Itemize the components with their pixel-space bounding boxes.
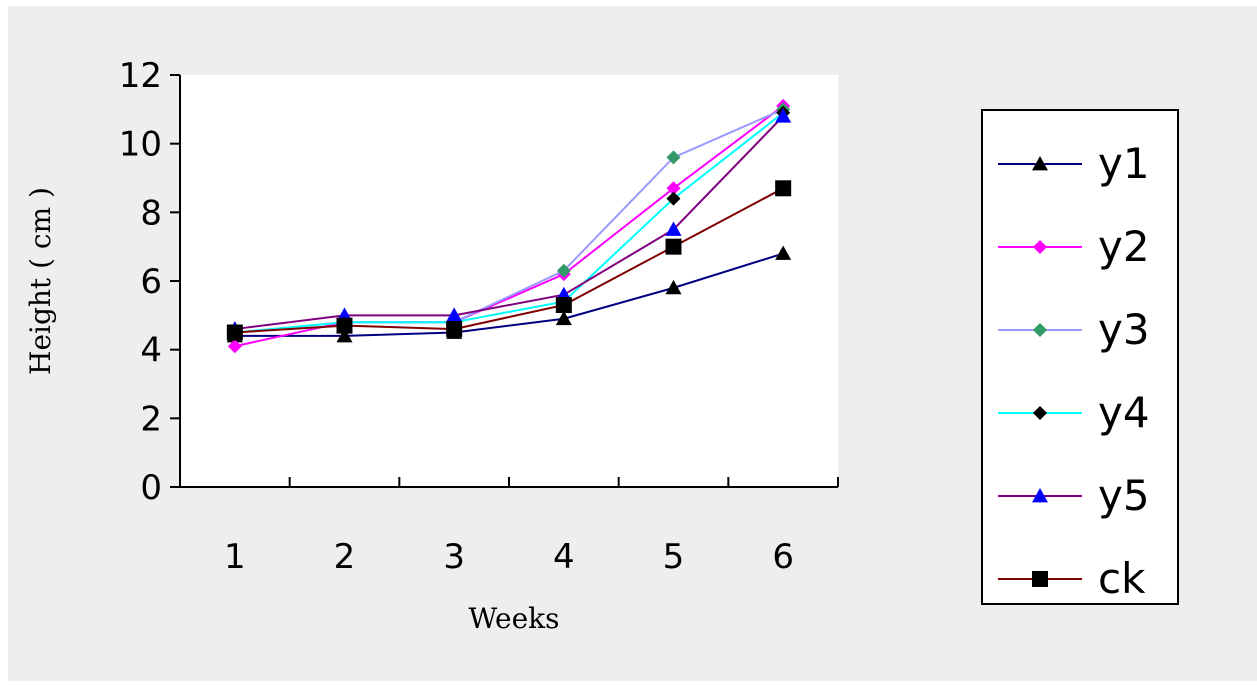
y-tick-label: 8 <box>140 193 162 233</box>
series-layer <box>226 98 792 354</box>
legend-item-y5: y5 <box>998 471 1150 520</box>
y-axis-label: Height ( cm ) <box>24 187 57 375</box>
data-point-y2 <box>666 181 681 196</box>
y-tick-label: 6 <box>140 262 162 302</box>
legend-item-y4: y4 <box>998 388 1150 437</box>
legend-label: y5 <box>1098 471 1150 520</box>
y-tick-label: 2 <box>140 399 162 439</box>
legend: y1 y2 y3 y4 y5 ck <box>981 109 1179 605</box>
legend-label: y3 <box>1098 305 1150 354</box>
data-point-ck <box>775 180 792 197</box>
legend-marker <box>1033 406 1047 420</box>
x-tick-label: 5 <box>663 537 685 577</box>
series-ck <box>226 180 792 341</box>
data-point-y1 <box>336 327 353 343</box>
series-line-ck <box>234 187 784 334</box>
x-tick-label: 1 <box>224 537 246 577</box>
data-point-y5 <box>446 307 463 322</box>
legend-marker <box>1033 240 1047 254</box>
data-point-y5 <box>775 108 792 123</box>
data-point-y3 <box>666 150 681 165</box>
series-line-y1 <box>234 252 784 337</box>
legend-item-y3: y3 <box>998 305 1150 354</box>
data-point-y3 <box>556 263 571 278</box>
data-point-ck <box>226 324 243 341</box>
legend-marker <box>1032 488 1048 503</box>
axes <box>170 74 839 488</box>
data-point-ck <box>555 297 572 314</box>
legend-marker <box>1032 156 1048 171</box>
legend-item-y1: y1 <box>998 139 1150 188</box>
data-point-y1 <box>555 310 572 326</box>
x-tick-labels: 1 2 3 4 5 6 <box>224 537 794 577</box>
series-line-y4 <box>234 111 784 334</box>
data-point-y2 <box>227 339 242 354</box>
y-tick-label: 4 <box>140 331 162 371</box>
data-point-ck <box>446 321 463 338</box>
legend-label: ck <box>1098 554 1146 603</box>
data-point-ck <box>665 238 682 255</box>
legend-marker <box>1032 571 1048 587</box>
x-tick-label: 6 <box>772 537 794 577</box>
data-point-y4 <box>666 191 681 206</box>
legend-item-y2: y2 <box>998 222 1150 271</box>
data-point-ck <box>336 317 353 334</box>
data-point-y1 <box>775 245 792 260</box>
data-point-y5 <box>665 221 682 236</box>
x-tick-label: 2 <box>334 537 356 577</box>
legend-label: y2 <box>1098 222 1150 271</box>
plot-area <box>180 75 838 487</box>
legend-marker <box>1033 323 1047 337</box>
y-tick-label: 0 <box>140 468 162 508</box>
y-tick-labels: 0 2 4 6 8 10 12 <box>119 56 162 508</box>
legend-item-ck: ck <box>998 554 1146 603</box>
legend-box <box>981 109 1179 605</box>
series-line-y5 <box>234 115 784 331</box>
y-tick-label: 12 <box>119 56 162 96</box>
x-axis-label: Weeks <box>469 602 560 635</box>
y-tick-label: 10 <box>119 125 162 165</box>
data-point-y1 <box>665 279 682 295</box>
legend-label: y1 <box>1098 139 1150 188</box>
x-tick-label: 3 <box>443 537 465 577</box>
x-tick-label: 4 <box>553 537 575 577</box>
legend-label: y4 <box>1098 388 1150 437</box>
